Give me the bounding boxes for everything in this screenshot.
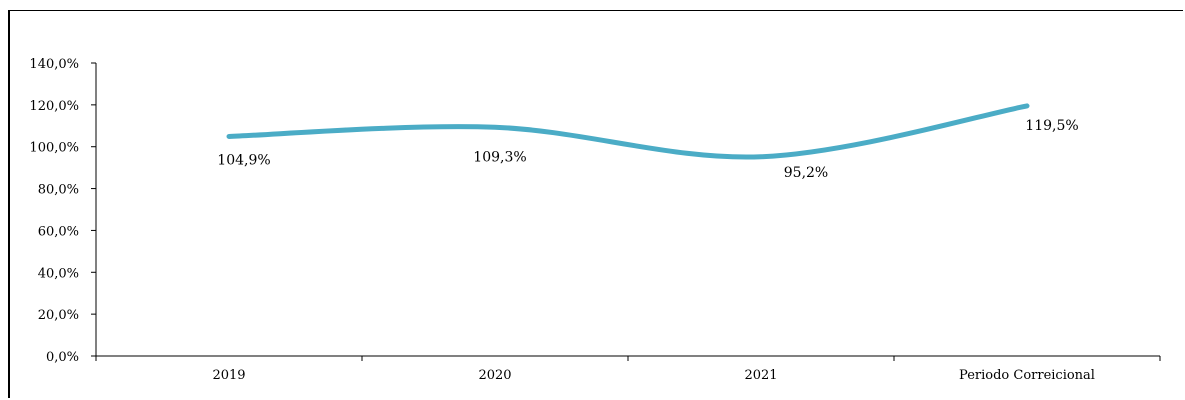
- y-tick-label: 80,0%: [38, 183, 79, 198]
- y-tick-label: 20,0%: [38, 308, 79, 323]
- y-tick-label: 0,0%: [46, 350, 79, 365]
- y-axis-ticks: 0,0% 20,0% 40,0% 60,0% 80,0% 100,0% 120,0% 140,…: [29, 57, 96, 365]
- data-label: 104,9%: [217, 152, 270, 168]
- y-tick-label: 40,0%: [38, 266, 79, 281]
- chart-frame: [8, 10, 1183, 398]
- data-label: 119,5%: [1025, 118, 1078, 134]
- series-group: [226, 103, 1030, 160]
- data-label: 109,3%: [473, 149, 526, 165]
- y-tick-label: 60,0%: [38, 224, 79, 239]
- data-label: 95,2%: [784, 165, 828, 181]
- data-labels: 104,9% 109,3% 95,2% 119,5%: [217, 118, 1078, 181]
- x-tick-label: 2019: [212, 368, 245, 383]
- x-tick-label: Periodo Correicional: [959, 368, 1095, 383]
- y-tick-label: 120,0%: [29, 99, 79, 114]
- x-tick-label: 2021: [744, 368, 777, 383]
- y-tick-label: 140,0%: [29, 57, 79, 72]
- x-tick-label: 2020: [478, 368, 511, 383]
- x-axis-ticks: 2019 2020 2021 Periodo Correicional: [95, 356, 1161, 383]
- series-line: [226, 103, 1030, 160]
- y-tick-label: 100,0%: [29, 141, 79, 156]
- chart-axes: [95, 63, 1160, 357]
